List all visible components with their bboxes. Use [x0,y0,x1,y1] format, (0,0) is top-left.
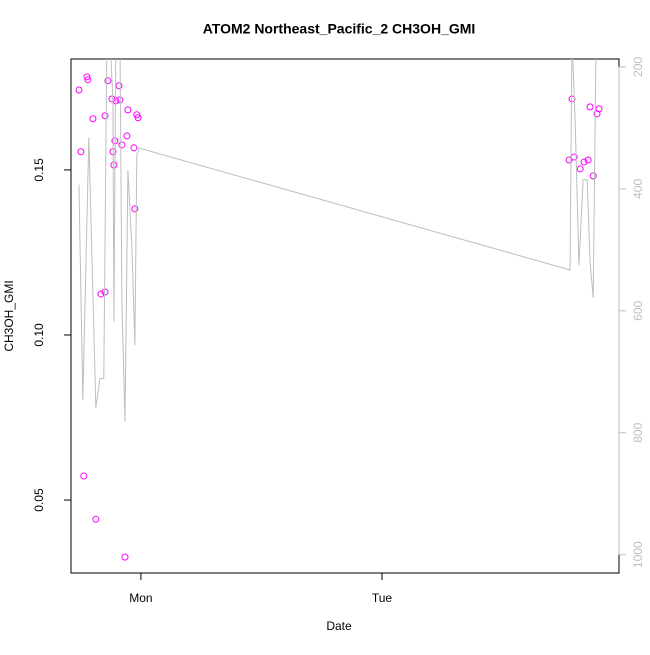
y2-tick-label: 800 [631,422,645,442]
data-point [92,515,100,523]
data-point [77,148,85,156]
y-tick-label: 0.10 [32,323,46,347]
data-point [576,165,584,173]
data-point [89,115,97,123]
data-point [134,114,142,122]
data-point [565,156,573,164]
data-point [97,290,105,298]
data-point [131,205,139,213]
data-point [130,144,138,152]
x-axis-label: Date [326,619,352,633]
data-point [584,156,592,164]
data-point [123,132,131,140]
data-point [121,553,129,561]
series-line [78,59,597,422]
data-point [101,112,109,120]
y-axis-label: CH3OH_GMI [2,280,16,351]
y2-tick-label: 200 [631,57,645,77]
data-point [83,73,91,81]
y-tick-label: 0.15 [32,158,46,182]
x-tick-label: Mon [129,591,152,605]
data-point [580,158,588,166]
data-point [595,105,603,113]
data-point [80,472,88,480]
y2-tick-label: 600 [631,300,645,320]
data-point [118,141,126,149]
data-point [84,76,92,84]
data-point [104,77,112,85]
data-point [589,172,597,180]
data-point [75,86,83,94]
data-point [110,161,118,169]
chart-title: ATOM2 Northeast_Pacific_2 CH3OH_GMI [203,21,476,37]
y2-tick-label: 1000 [631,541,645,568]
y2-tick-label: 400 [631,179,645,199]
plot-area [75,59,603,561]
x-tick-label: Tue [372,591,393,605]
y-tick-label: 0.05 [32,488,46,512]
data-point [586,103,594,111]
data-point [124,106,132,114]
